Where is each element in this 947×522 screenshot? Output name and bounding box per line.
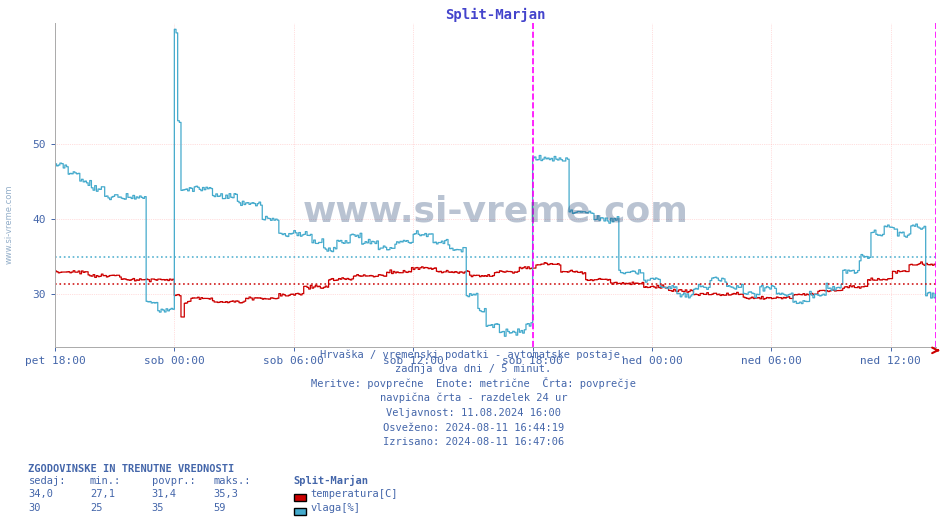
Text: 27,1: 27,1: [90, 489, 115, 499]
Text: www.si-vreme.com: www.si-vreme.com: [302, 194, 688, 228]
Text: povpr.:: povpr.:: [152, 477, 195, 487]
Text: 35,3: 35,3: [213, 489, 238, 499]
Text: zadnja dva dni / 5 minut.: zadnja dva dni / 5 minut.: [396, 364, 551, 374]
Text: Meritve: povprečne  Enote: metrične  Črta: povprečje: Meritve: povprečne Enote: metrične Črta:…: [311, 377, 636, 389]
Text: 59: 59: [213, 503, 225, 513]
Title: Split-Marjan: Split-Marjan: [445, 8, 545, 22]
Text: sedaj:: sedaj:: [28, 477, 66, 487]
Text: ZGODOVINSKE IN TRENUTNE VREDNOSTI: ZGODOVINSKE IN TRENUTNE VREDNOSTI: [28, 465, 235, 474]
Text: navpična črta - razdelek 24 ur: navpična črta - razdelek 24 ur: [380, 393, 567, 404]
Text: Osveženo: 2024-08-11 16:44:19: Osveženo: 2024-08-11 16:44:19: [383, 423, 564, 433]
Text: 25: 25: [90, 503, 102, 513]
Text: Split-Marjan: Split-Marjan: [294, 476, 368, 487]
Text: Izrisano: 2024-08-11 16:47:06: Izrisano: 2024-08-11 16:47:06: [383, 437, 564, 447]
Text: 35: 35: [152, 503, 164, 513]
Text: 31,4: 31,4: [152, 489, 176, 499]
Text: 34,0: 34,0: [28, 489, 53, 499]
Text: vlaga[%]: vlaga[%]: [311, 503, 361, 513]
Text: 30: 30: [28, 503, 41, 513]
Text: min.:: min.:: [90, 477, 121, 487]
Text: Hrvaška / vremenski podatki - avtomatske postaje.: Hrvaška / vremenski podatki - avtomatske…: [320, 349, 627, 360]
Text: www.si-vreme.com: www.si-vreme.com: [5, 185, 14, 264]
Text: maks.:: maks.:: [213, 477, 251, 487]
Text: temperatura[C]: temperatura[C]: [311, 489, 398, 499]
Text: Veljavnost: 11.08.2024 16:00: Veljavnost: 11.08.2024 16:00: [386, 408, 561, 418]
